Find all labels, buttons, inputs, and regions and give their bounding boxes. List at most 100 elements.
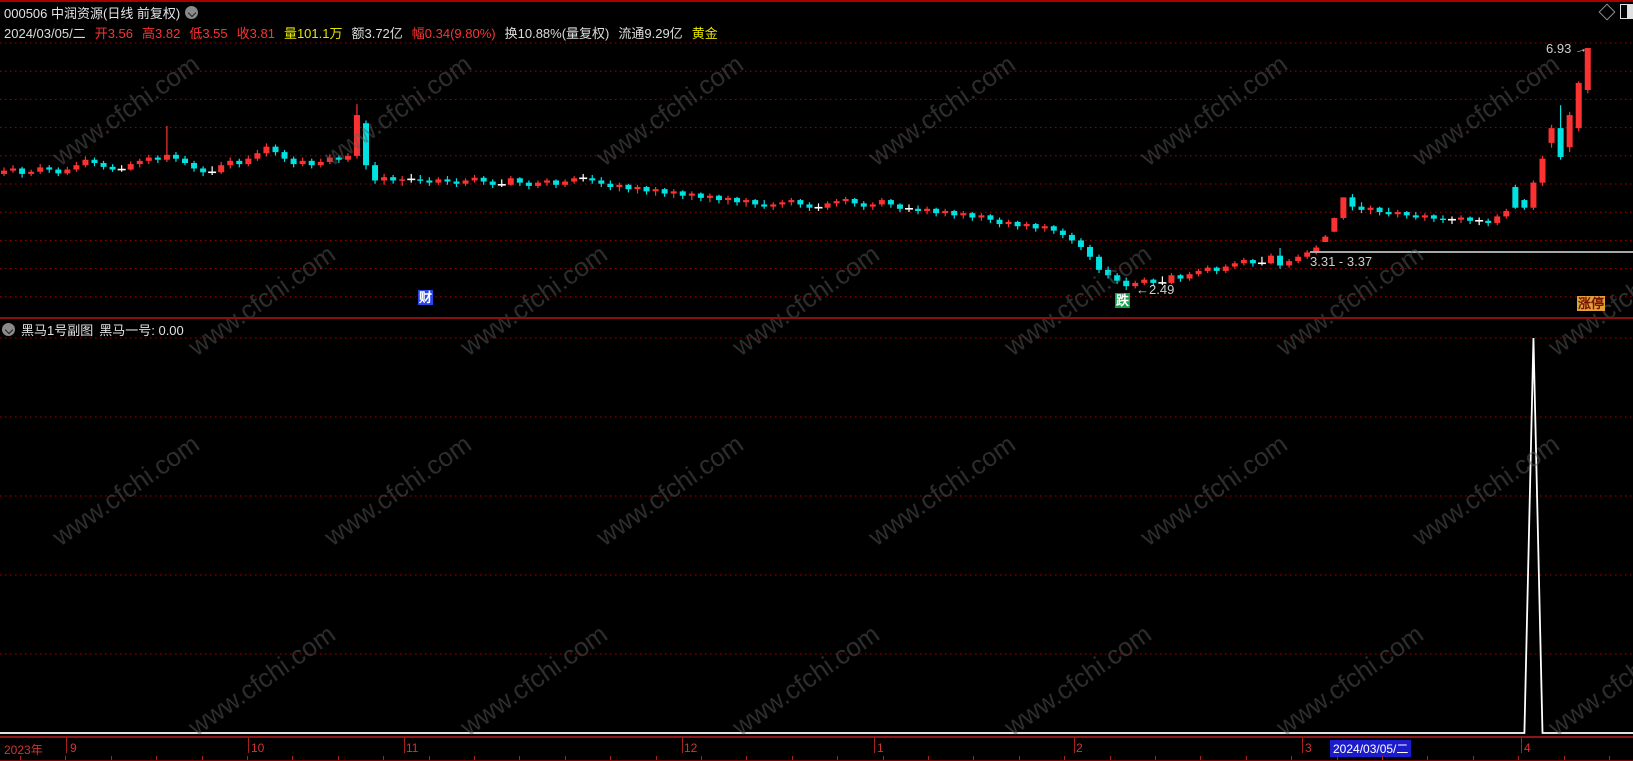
candle-body: [951, 210, 958, 216]
axis-minor-tick: [111, 756, 112, 760]
candle-body: [1059, 230, 1066, 235]
candle-body: [1394, 212, 1401, 215]
candle-body: [878, 200, 885, 205]
candle-body: [281, 152, 288, 159]
quote-field: 黄金: [691, 26, 718, 41]
candle-body: [163, 154, 170, 160]
subchart-header: 黑马1号副图 黑马一号: 0.00: [2, 320, 184, 339]
candle-body: [661, 189, 668, 194]
axis-minor-tick: [1291, 756, 1292, 760]
candle-body: [1268, 255, 1274, 264]
candle-body: [1304, 252, 1311, 257]
candle-body: [154, 157, 161, 160]
axis-minor-tick: [883, 756, 884, 760]
candle-body: [869, 204, 876, 207]
candle-body: [1222, 266, 1229, 271]
axis-month-label: 10: [251, 741, 265, 755]
candle-body: [1458, 217, 1465, 220]
candle-body: [969, 213, 976, 218]
event-marker[interactable]: 财: [418, 290, 434, 305]
candle-body: [589, 178, 596, 181]
candle-body: [263, 146, 270, 154]
axis-month-label: 1: [877, 741, 884, 755]
high-price-label: 6.93 →: [1546, 39, 1589, 58]
indicator-line: [0, 337, 1633, 734]
candle-body: [607, 183, 614, 187]
candle-body: [797, 200, 804, 205]
candle-body: [1132, 282, 1139, 287]
candle-body: [1421, 215, 1428, 218]
candle-body: [725, 197, 731, 201]
axis-minor-tick: [1337, 756, 1338, 760]
candle-body: [91, 159, 98, 164]
top-border: [0, 0, 1633, 2]
candle-body: [1313, 247, 1320, 253]
candle-body: [182, 158, 188, 164]
candle-body: [82, 159, 89, 166]
candle-body: [761, 204, 768, 207]
candle-body: [426, 180, 433, 183]
candle-body: [924, 208, 931, 211]
axis-month-label: 2023年: [4, 743, 43, 757]
candle-body: [10, 168, 17, 171]
title-bar: 000506 中润资源(日线 前复权): [4, 3, 199, 21]
axis-month-label: 4: [1524, 741, 1531, 755]
candle-body: [299, 160, 306, 165]
axis-minor-tick: [610, 756, 611, 760]
axis-minor-tick: [1382, 756, 1383, 760]
chevron-down-icon[interactable]: [185, 5, 199, 19]
candle-body: [100, 163, 107, 167]
candle-body: [417, 179, 424, 181]
candle-body: [1539, 158, 1546, 183]
subchart-indicator-value: 黑马一号: 0.00: [99, 323, 184, 338]
stock-title: 000506 中润资源(日线 前复权): [4, 5, 181, 21]
candle-body: [752, 200, 759, 205]
candle-body: [1, 170, 7, 174]
axis-minor-tick: [1246, 756, 1247, 760]
low-price-label: ←2.49: [1136, 282, 1175, 297]
candle-body: [1485, 220, 1492, 223]
candle-body: [770, 204, 777, 207]
candle-body: [1349, 197, 1356, 207]
candle-body: [372, 165, 379, 181]
candle-body: [37, 167, 44, 172]
candle-body: [1105, 269, 1112, 276]
candle-body: [1168, 275, 1175, 283]
candle-body: [887, 200, 894, 205]
candle-body: [489, 181, 496, 185]
axis-tick: [1302, 738, 1303, 753]
candle-body: [643, 186, 650, 192]
candle-body: [1439, 218, 1446, 221]
event-marker[interactable]: 跌: [1115, 293, 1131, 308]
candle-body: [534, 182, 541, 186]
axis-minor-tick: [338, 756, 339, 760]
axis-selected-date[interactable]: 2024/03/05/二: [1330, 740, 1412, 757]
candle-body: [1177, 275, 1184, 279]
subchart-chevron-icon[interactable]: [2, 323, 15, 336]
candle-body: [1295, 256, 1302, 262]
candle-body: [544, 180, 550, 183]
axis-month-label: 12: [684, 741, 698, 755]
axis-minor-tick: [474, 756, 475, 760]
axis-minor-tick: [1473, 756, 1474, 760]
time-axis[interactable]: 2023年 9 10 11 12 1 2 3 2024/03/05/二 4: [0, 736, 1633, 761]
candle-body: [1231, 263, 1238, 267]
axis-minor-tick: [519, 756, 520, 760]
candle-body: [516, 178, 523, 183]
candle-body: [1240, 260, 1247, 264]
candle-body: [1077, 240, 1084, 247]
candle-body: [1557, 128, 1564, 158]
candle-body: [1412, 215, 1419, 218]
candle-body: [1087, 246, 1093, 257]
candle-body: [1584, 48, 1591, 90]
candle-body: [28, 171, 35, 174]
axis-minor-tick: [1564, 756, 1565, 760]
candle-body: [734, 197, 741, 203]
candle-body: [326, 157, 333, 162]
event-marker[interactable]: 涨停: [1577, 296, 1606, 311]
candle-body: [1114, 275, 1121, 281]
pane-divider[interactable]: [0, 317, 1633, 319]
candle-body: [1186, 274, 1193, 279]
quote-field: 高3.82: [142, 26, 181, 41]
